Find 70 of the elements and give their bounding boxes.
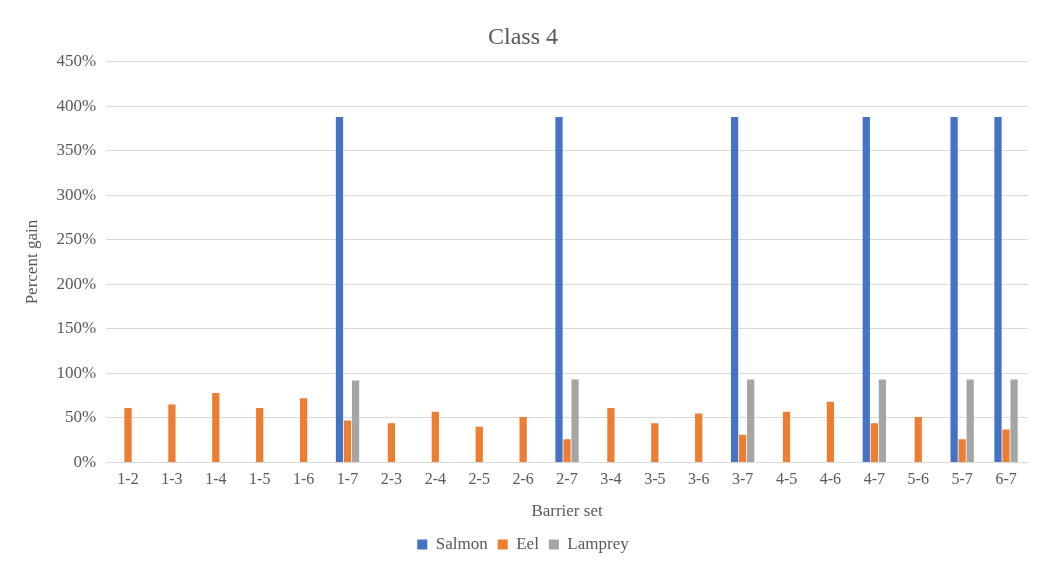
bar (747, 379, 755, 462)
y-tick-label: 350% (56, 140, 97, 160)
x-tick-label: 1-3 (161, 470, 183, 488)
bar (870, 423, 878, 462)
bar (958, 439, 966, 462)
x-tick-label: 3-6 (688, 470, 710, 488)
bar (950, 116, 958, 462)
x-tick-label: 4-7 (863, 470, 886, 488)
legend-label: Lamprey (567, 533, 630, 553)
x-tick-label: 4-5 (775, 470, 798, 488)
bar (966, 379, 974, 462)
x-tick-label: 5-7 (951, 470, 973, 488)
bar (431, 411, 439, 462)
bar (730, 116, 739, 462)
bar (300, 398, 308, 462)
bar (782, 411, 791, 462)
bar (994, 116, 1002, 462)
bar (256, 408, 264, 462)
x-tick-label: 1-6 (292, 470, 315, 488)
bar (878, 379, 887, 462)
x-tick-label: 4-6 (819, 470, 842, 488)
x-tick-label: 3-5 (644, 470, 666, 488)
bar (563, 439, 571, 462)
x-tick-label: 2-7 (556, 470, 578, 488)
bar (571, 379, 579, 462)
x-tick-label: 1-5 (249, 470, 271, 488)
chart-title: Class 4 (487, 22, 559, 49)
bar (914, 417, 922, 462)
y-tick-label: 450% (56, 51, 97, 71)
x-tick-label: 5-6 (907, 470, 929, 488)
x-tick-label: 6-7 (995, 470, 1017, 488)
x-tick-label: 2-6 (512, 470, 534, 488)
x-tick-label: 3-4 (600, 470, 622, 488)
bar (351, 380, 360, 462)
bar (739, 434, 747, 462)
legend-label: Salmon (435, 533, 489, 553)
bar (826, 401, 835, 462)
bar (124, 408, 132, 462)
x-tick-label: 2-3 (380, 470, 403, 488)
y-tick-label: 100% (56, 362, 97, 382)
bar (651, 423, 659, 462)
bar (1002, 429, 1010, 462)
x-tick-label: 1-2 (117, 470, 139, 488)
y-tick-label: 200% (56, 273, 97, 293)
y-tick-label: 0% (73, 451, 97, 471)
bar (335, 116, 344, 462)
bar (695, 413, 703, 462)
bar (168, 404, 176, 462)
bar (212, 392, 220, 462)
x-tick-label: 3-7 (731, 470, 754, 488)
x-tick-label: 1-4 (205, 470, 227, 488)
x-tick-label: 2-5 (468, 470, 490, 488)
bar (475, 426, 483, 462)
bar (555, 116, 563, 462)
bar (387, 423, 396, 462)
x-axis-title: Barrier set (531, 501, 603, 521)
y-tick-label: 150% (56, 318, 97, 338)
y-tick-label: 400% (56, 95, 97, 115)
y-tick-label: 300% (56, 184, 97, 204)
y-tick-label: 50% (64, 407, 97, 427)
y-tick-label: 250% (56, 229, 97, 249)
bar (343, 420, 352, 462)
x-tick-label: 1-7 (336, 470, 359, 488)
legend-label: Eel (516, 533, 540, 553)
x-tick-label: 2-4 (424, 470, 446, 488)
bar (519, 417, 527, 462)
bar (862, 116, 870, 462)
bar (1010, 379, 1018, 462)
y-axis-title: Percent gain (21, 219, 41, 305)
bar (607, 408, 615, 462)
